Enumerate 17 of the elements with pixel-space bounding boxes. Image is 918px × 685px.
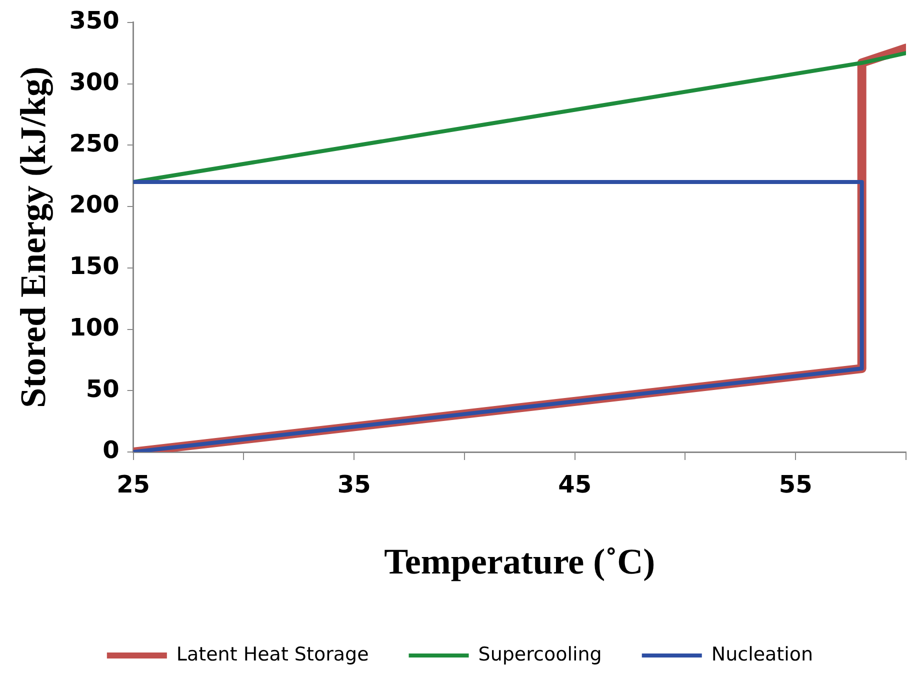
y-tick-label: 300 bbox=[69, 68, 120, 96]
y-tick-label: 100 bbox=[69, 313, 120, 342]
legend-label: Nucleation bbox=[711, 643, 814, 666]
x-tick-label: 45 bbox=[558, 470, 592, 499]
y-tick-label: 350 bbox=[69, 6, 120, 35]
x-tick-label: 35 bbox=[337, 470, 371, 499]
y-tick-label: 0 bbox=[102, 436, 120, 464]
y-tick-label: 250 bbox=[69, 129, 120, 158]
y-tick-label: 150 bbox=[69, 252, 120, 280]
x-tick-label: 55 bbox=[778, 470, 812, 499]
y-axis-title: Stored Energy (kJ/kg) bbox=[12, 66, 53, 408]
y-tick-label: 200 bbox=[69, 190, 120, 219]
legend-label: Supercooling bbox=[478, 643, 602, 666]
x-axis-title: Temperature (˚C) bbox=[384, 542, 656, 582]
legend-label: Latent Heat Storage bbox=[176, 643, 369, 666]
y-tick-label: 50 bbox=[86, 374, 120, 403]
x-tick-label: 25 bbox=[116, 470, 150, 499]
